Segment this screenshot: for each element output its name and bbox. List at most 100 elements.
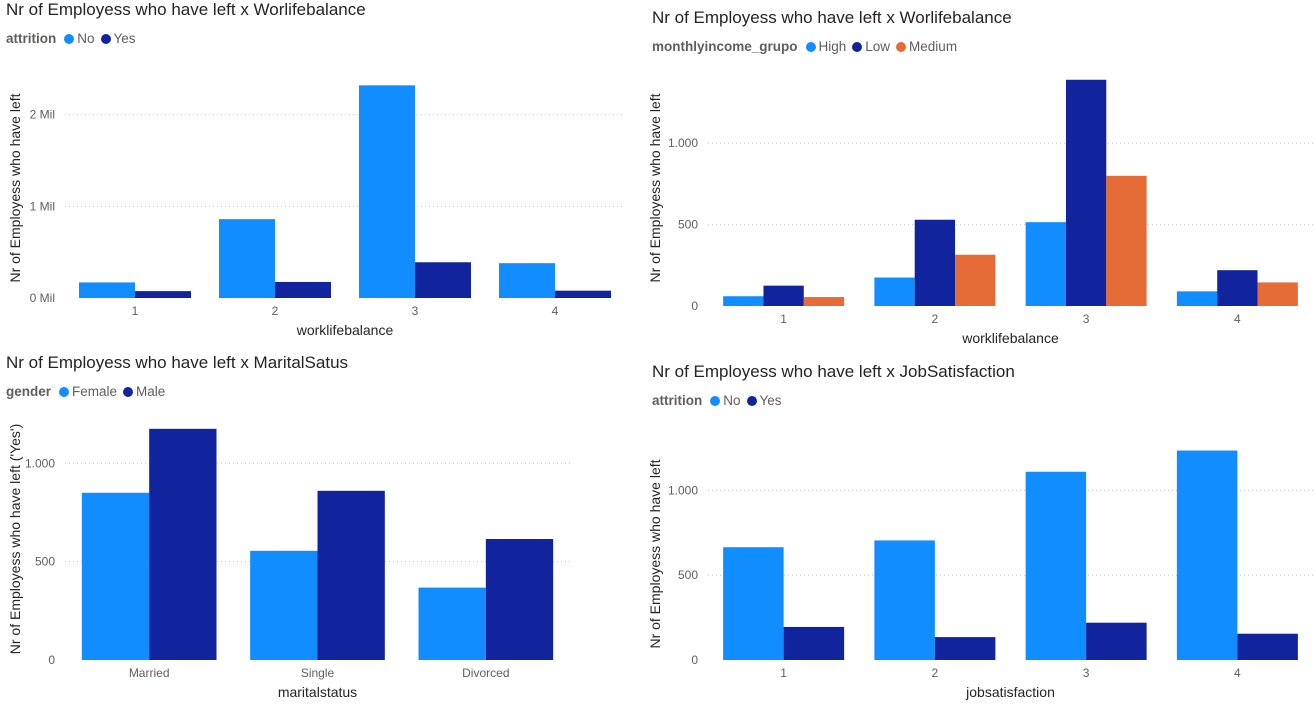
x-tick-label: 3 xyxy=(1083,312,1090,326)
bar-yes-3 xyxy=(1086,622,1147,660)
bar-medium-1 xyxy=(803,297,845,306)
bar-no-3 xyxy=(359,85,415,298)
x-tick-label: 4 xyxy=(1234,312,1241,326)
x-tick-label: 2 xyxy=(932,666,939,680)
bar-low-3 xyxy=(1065,79,1107,306)
x-tick-label: 1 xyxy=(132,304,139,318)
y-axis-title: Nr of Employess who have left xyxy=(7,93,23,282)
x-tick-label: 2 xyxy=(272,304,279,318)
x-tick-label: Divorced xyxy=(462,666,509,680)
legend-dot xyxy=(852,41,863,52)
y-axis-title: Nr of Employess who have left xyxy=(647,93,663,282)
x-tick-label: 3 xyxy=(412,304,419,318)
y-tick-label: 0 Mil xyxy=(30,291,55,305)
bar-yes-1 xyxy=(135,291,191,298)
y-tick-label: 0 xyxy=(691,299,698,313)
legend-item-no[interactable]: No xyxy=(64,31,95,46)
bar-no-4 xyxy=(499,263,555,298)
legend-dot xyxy=(100,33,111,44)
legend-label: Female xyxy=(72,384,118,399)
legend-item-low[interactable]: Low xyxy=(852,39,890,54)
chart-title: Nr of Employess who have left x Worlifeb… xyxy=(652,8,1012,27)
bar-plot-maritalstatus-gender: 0 500 1.000 Married Single Divorced maritalsta… xyxy=(7,424,570,700)
y-tick-label: 1.000 xyxy=(668,136,698,150)
bar-yes-1 xyxy=(783,626,845,660)
legend: gender Female Male xyxy=(6,384,171,399)
x-tick-label: 4 xyxy=(1234,666,1241,680)
bar-no-4 xyxy=(1176,450,1238,660)
y-axis-title: Nr of Employess who have left ('Yes') xyxy=(7,424,23,654)
legend-label: Yes xyxy=(113,31,136,46)
legend-title: attrition xyxy=(6,31,57,46)
x-tick-label: Married xyxy=(129,666,170,680)
chart-panel-4: Nr of Employess who have left x JobSatis… xyxy=(646,362,1315,705)
legend-item-medium[interactable]: Medium xyxy=(896,39,957,54)
x-tick-label: Single xyxy=(301,666,335,680)
chart-title: Nr of Employess who have left x Worlifeb… xyxy=(6,0,366,19)
legend-item-no[interactable]: No xyxy=(710,393,741,408)
bar-medium-4 xyxy=(1257,282,1298,306)
bar-yes-3 xyxy=(415,262,471,298)
x-tick-label: 3 xyxy=(1083,666,1090,680)
legend-item-male[interactable]: Male xyxy=(123,384,165,399)
x-axis-title: maritalstatus xyxy=(278,684,357,700)
bar-plot-jobsatisfaction-attrition: 0 500 1.000 1 2 3 4 jobsatisfaction Nr of Employ… xyxy=(647,450,1313,700)
legend-label: Low xyxy=(865,39,891,54)
chart-panel-3: Nr of Employess who have left x MaritalS… xyxy=(0,353,640,705)
bar-male-single xyxy=(317,490,385,660)
legend-dot xyxy=(746,395,757,406)
bar-high-3 xyxy=(1025,222,1066,306)
legend-title: monthlyincome_grupo xyxy=(652,39,798,54)
bar-no-3 xyxy=(1025,471,1087,660)
y-tick-label: 500 xyxy=(678,218,698,232)
legend-item-yes[interactable]: Yes xyxy=(100,31,136,46)
bar-medium-2 xyxy=(955,254,996,306)
bar-yes-2 xyxy=(934,637,996,660)
legend-label: Yes xyxy=(759,393,782,408)
legend-item-yes[interactable]: Yes xyxy=(746,393,782,408)
bar-high-1 xyxy=(723,296,764,306)
bar-low-2 xyxy=(914,219,956,306)
legend-dot xyxy=(59,386,70,397)
chart-title: Nr of Employess who have left x MaritalS… xyxy=(6,353,349,372)
bar-no-2 xyxy=(874,540,935,660)
bar-yes-4 xyxy=(555,290,611,298)
y-axis-title: Nr of Employess who have left xyxy=(647,459,663,648)
bar-female-married xyxy=(81,492,150,660)
y-tick-label: 1.000 xyxy=(668,483,698,497)
bar-high-4 xyxy=(1176,291,1218,306)
legend-title: attrition xyxy=(652,393,703,408)
x-axis-title: jobsatisfaction xyxy=(965,684,1055,700)
bar-no-1 xyxy=(79,282,135,298)
bar-female-single xyxy=(250,550,318,660)
legend-dot xyxy=(805,41,816,52)
bar-male-divorced xyxy=(485,539,554,660)
legend-label: Male xyxy=(136,384,166,399)
bar-medium-3 xyxy=(1106,175,1147,306)
y-tick-label: 1.000 xyxy=(25,456,55,470)
legend: monthlyincome_grupo High Low Medium xyxy=(652,39,963,54)
x-tick-label: 2 xyxy=(932,312,939,326)
x-tick-label: 1 xyxy=(780,666,787,680)
legend: attrition No Yes xyxy=(652,393,788,408)
legend-item-high[interactable]: High xyxy=(805,39,847,54)
legend-dot xyxy=(123,386,134,397)
legend-dot xyxy=(710,395,721,406)
legend-item-female[interactable]: Female xyxy=(59,384,117,399)
x-axis-title: worklifebalance xyxy=(296,322,394,338)
bar-female-divorced xyxy=(418,587,486,660)
legend: attrition No Yes xyxy=(6,31,142,46)
y-tick-label: 0 xyxy=(691,653,698,667)
bar-high-2 xyxy=(874,277,915,306)
x-tick-label: 1 xyxy=(780,312,787,326)
legend-label: High xyxy=(818,39,847,54)
bar-no-2 xyxy=(219,219,275,298)
chart-panel-2: Nr of Employess who have left x Worlifeb… xyxy=(646,8,1315,353)
bar-low-1 xyxy=(763,285,804,306)
bar-yes-4 xyxy=(1237,633,1298,660)
legend-label: No xyxy=(723,393,741,408)
bar-no-1 xyxy=(723,547,784,660)
chart-panel-1: Nr of Employess who have left x Worlifeb… xyxy=(0,0,640,345)
legend-label: No xyxy=(77,31,95,46)
x-axis-title: worklifebalance xyxy=(961,330,1059,346)
